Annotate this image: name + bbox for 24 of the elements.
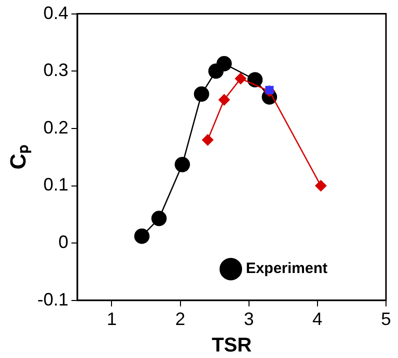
- point: [315, 180, 327, 192]
- y-tick-label: 0.2: [43, 117, 68, 138]
- y-tick-label: 0.3: [43, 60, 68, 80]
- point: [247, 72, 263, 88]
- x-tick-label: 2: [175, 309, 186, 330]
- point: [134, 228, 150, 244]
- y-tick-label: 0.4: [43, 2, 68, 23]
- point: [194, 86, 210, 102]
- point: [218, 94, 230, 106]
- point: [202, 134, 214, 146]
- x-axis-title: TSR: [212, 334, 252, 357]
- legend-label: Experiment: [246, 260, 328, 278]
- point: [174, 156, 190, 172]
- x-tick-label: 5: [380, 309, 392, 330]
- x-tick-label: 1: [106, 309, 117, 330]
- point: [216, 56, 232, 72]
- point: [234, 72, 246, 84]
- y-tick-label: -0.1: [37, 289, 68, 310]
- x-tick-label: 4: [312, 309, 322, 330]
- y-tick-label: 0: [58, 232, 68, 252]
- x-tick-label: 3: [244, 309, 254, 330]
- y-axis-title: Cₚ: [5, 144, 32, 170]
- point: [151, 210, 167, 226]
- y-tick-label: 0.1: [43, 174, 68, 195]
